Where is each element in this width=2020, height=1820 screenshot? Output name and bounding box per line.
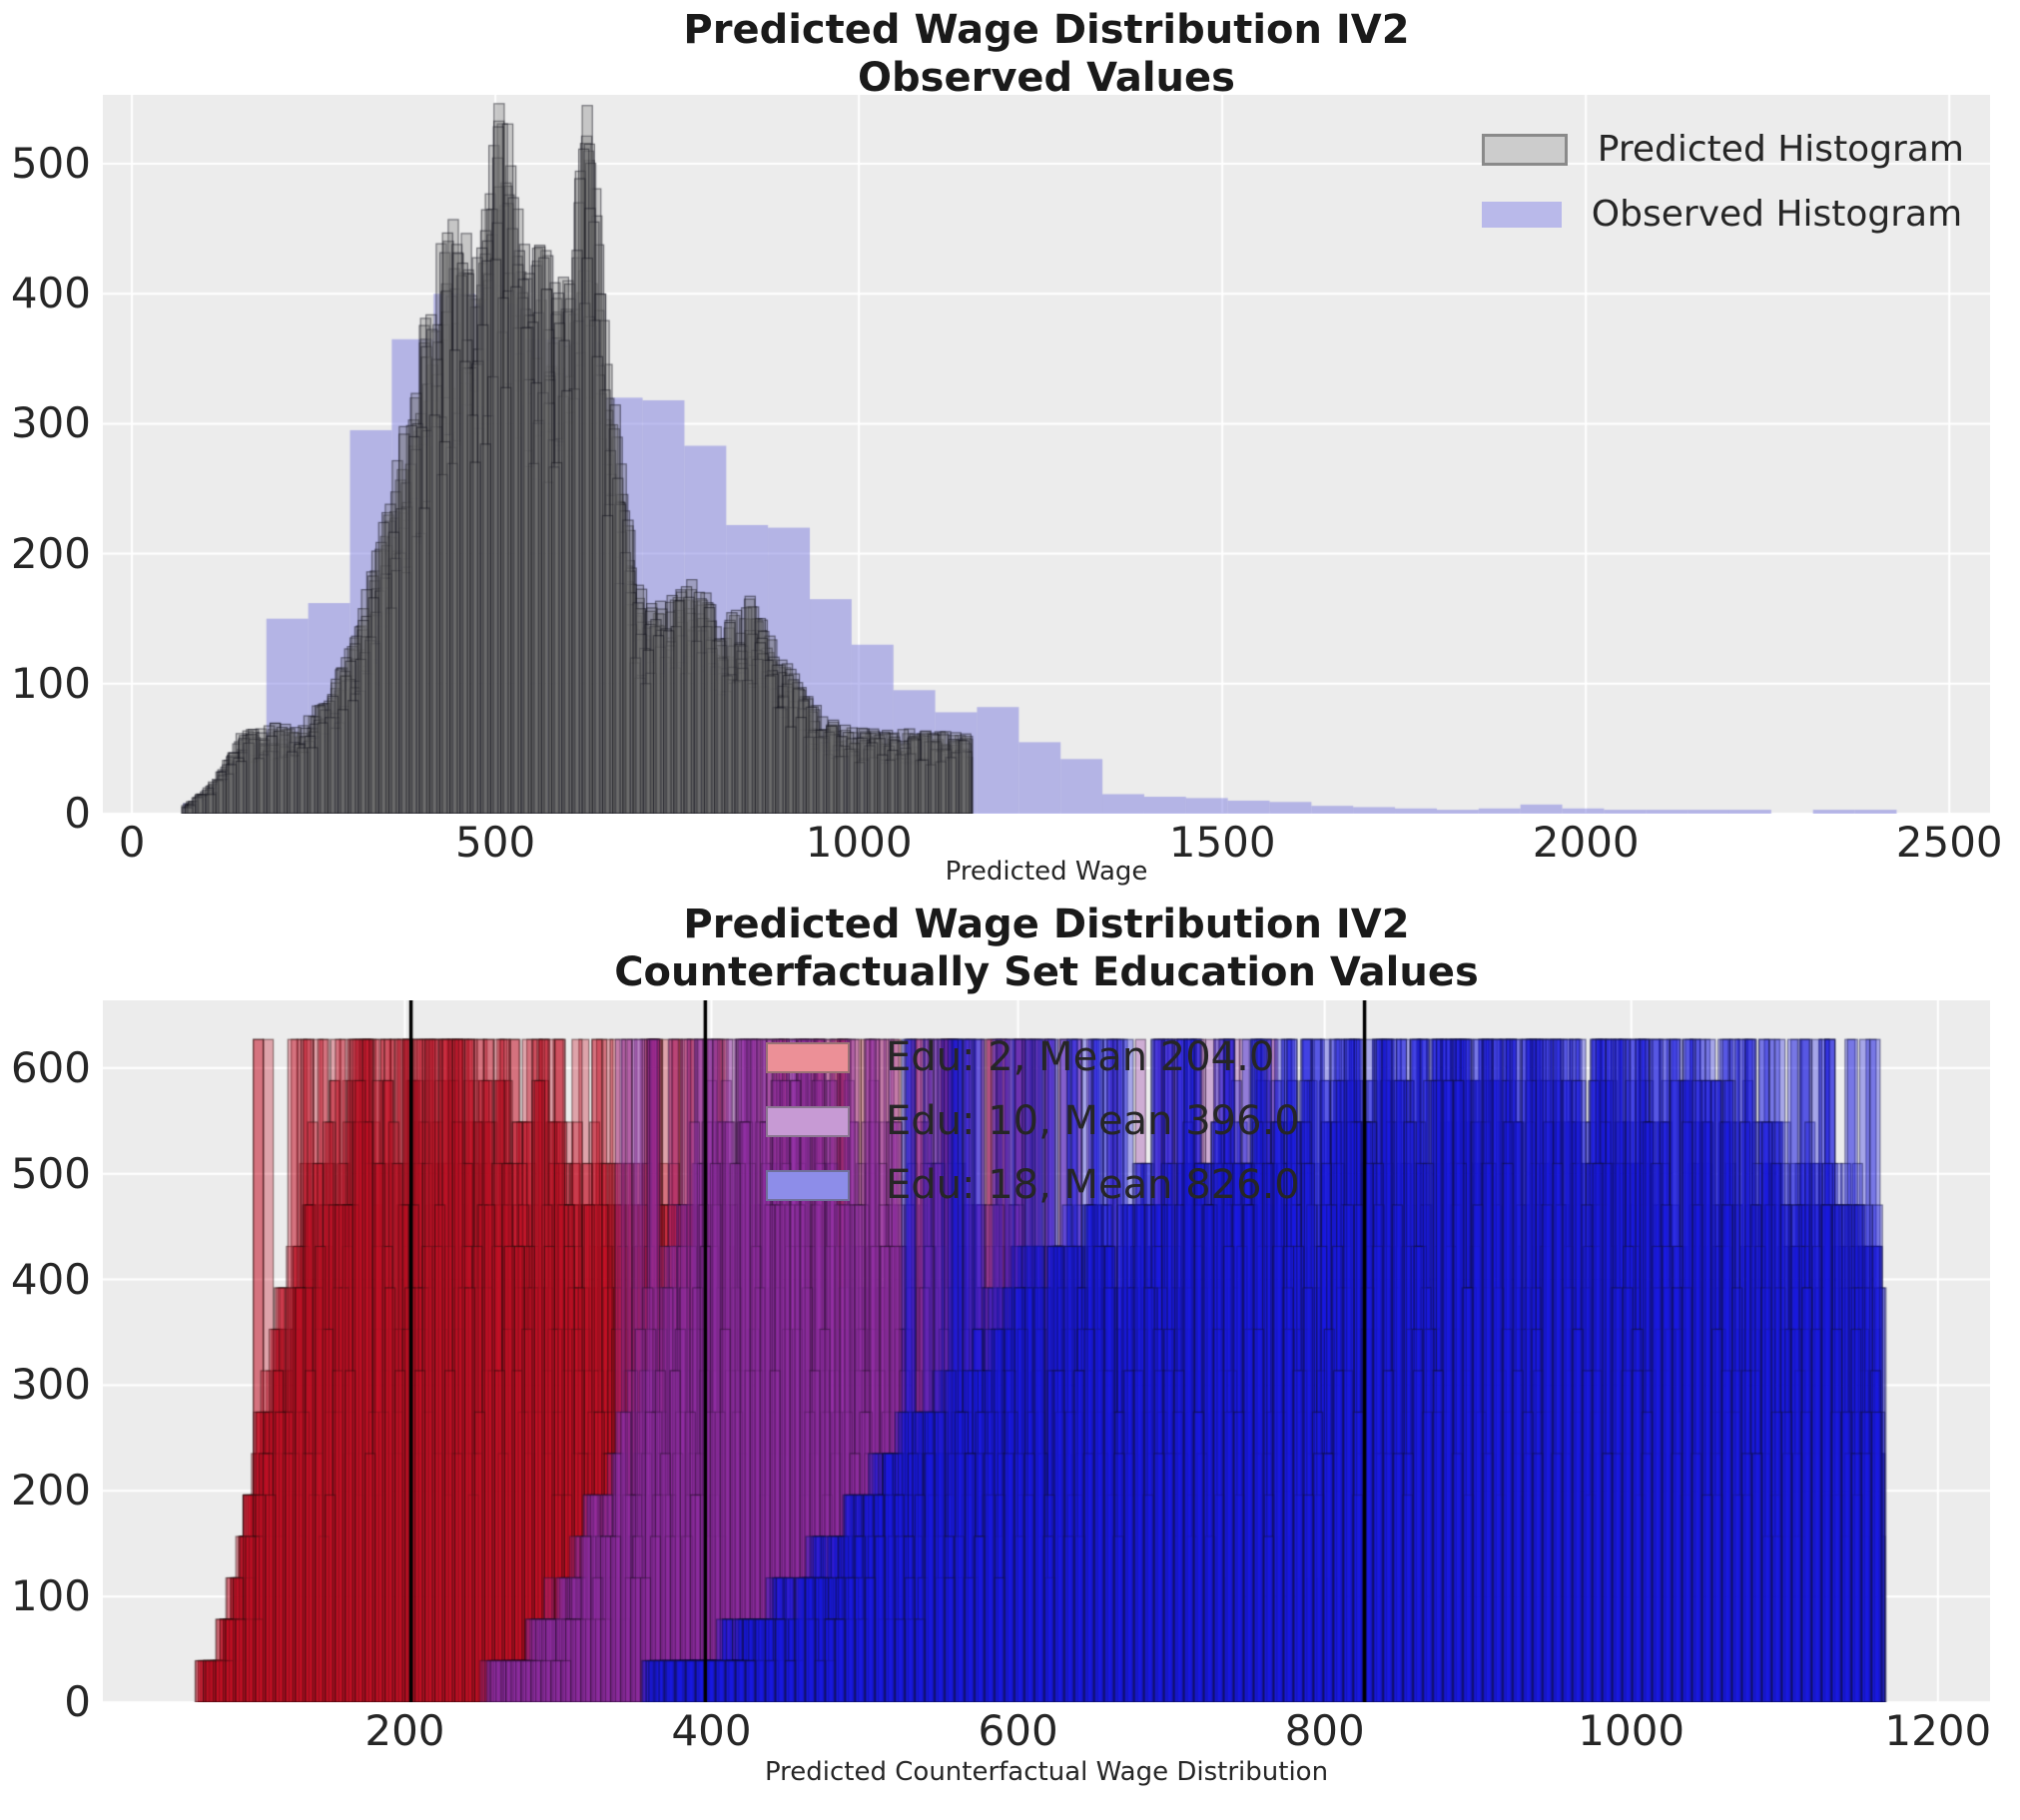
x-tick-label: 400	[671, 1706, 752, 1755]
bottom-plot-area: Edu: 2, Mean 204.0 Edu: 10, Mean 396.0 E…	[103, 1000, 1990, 1702]
bottom-histogram-canvas	[103, 1000, 1990, 1702]
y-tick-label: 100	[10, 658, 91, 708]
x-tick-label: 200	[364, 1706, 445, 1755]
edu-10-swatch	[766, 1105, 850, 1137]
edu-2-label: Edu: 2, Mean 204.0	[886, 1034, 1275, 1080]
legend-item-observed: Observed Histogram	[1481, 194, 1964, 235]
legend-item-predicted: Predicted Histogram	[1481, 129, 1964, 170]
y-tick-label: 300	[10, 1360, 91, 1410]
edu-18-label: Edu: 18, Mean 826.0	[886, 1162, 1300, 1208]
y-tick-label: 500	[10, 139, 91, 188]
observed-histogram-swatch	[1481, 201, 1562, 228]
bottom-chart-title: Predicted Wage Distribution IV2 Counterf…	[103, 901, 1990, 996]
top-chart-title: Predicted Wage Distribution IV2 Observed…	[103, 6, 1990, 102]
y-tick-label: 100	[10, 1571, 91, 1621]
bottom-chart-title-line2: Counterfactually Set Education Values	[614, 949, 1479, 995]
legend-item-edu-2: Edu: 2, Mean 204.0	[766, 1034, 1300, 1080]
top-chart-title-line1: Predicted Wage Distribution IV2	[683, 7, 1410, 53]
x-tick-label: 600	[978, 1706, 1058, 1755]
predicted-histogram-swatch	[1481, 133, 1568, 166]
bottom-chart-title-line1: Predicted Wage Distribution IV2	[683, 902, 1410, 947]
y-tick-label: 500	[10, 1148, 91, 1198]
y-tick-label: 0	[64, 1677, 91, 1726]
top-chart-title-line2: Observed Values	[858, 55, 1235, 101]
top-plot-area: Predicted Histogram Observed Histogram	[103, 95, 1990, 814]
edu-legend: Edu: 2, Mean 204.0 Edu: 10, Mean 396.0 E…	[766, 1034, 1300, 1208]
y-tick-label: 200	[10, 528, 91, 578]
predicted-histogram-label: Predicted Histogram	[1597, 129, 1964, 170]
y-tick-label: 300	[10, 398, 91, 448]
edu-18-swatch	[766, 1169, 850, 1201]
bottom-x-axis-label: Predicted Counterfactual Wage Distributi…	[764, 1757, 1329, 1787]
top-x-axis-label: Predicted Wage	[945, 857, 1148, 887]
top-legend: Predicted Histogram Observed Histogram	[1481, 129, 1964, 235]
observed-histogram-label: Observed Histogram	[1591, 194, 1963, 235]
x-tick-label: 1200	[1884, 1706, 1992, 1755]
y-tick-label: 400	[10, 269, 91, 318]
y-tick-label: 400	[10, 1254, 91, 1304]
edu-10-label: Edu: 10, Mean 396.0	[886, 1098, 1300, 1144]
top-histogram-canvas	[103, 95, 1990, 814]
y-tick-label: 200	[10, 1466, 91, 1516]
legend-item-edu-10: Edu: 10, Mean 396.0	[766, 1098, 1300, 1144]
edu-2-swatch	[766, 1041, 850, 1073]
x-tick-label: 800	[1284, 1706, 1365, 1755]
legend-item-edu-18: Edu: 18, Mean 826.0	[766, 1162, 1300, 1208]
y-tick-label: 600	[10, 1042, 91, 1092]
y-tick-label: 0	[64, 789, 91, 838]
x-tick-label: 1000	[1578, 1706, 1685, 1755]
